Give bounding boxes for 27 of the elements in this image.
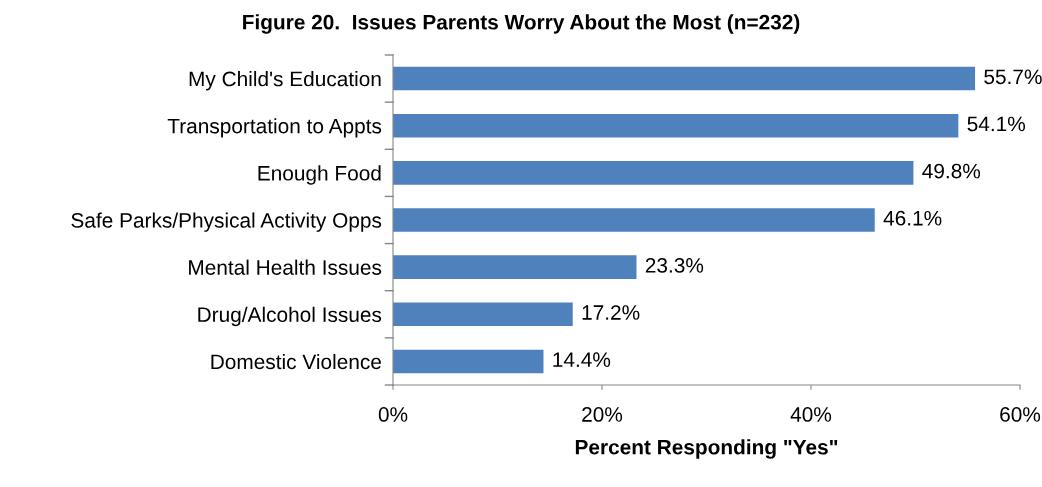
data-label: 14.4% [553,352,611,367]
y-tick-label: Transportation to Appts [167,118,382,138]
x-tick-label: 0% [378,407,408,422]
bar [393,302,573,327]
chart-title: Figure 20. Issues Parents Worry About the Most (n=232) [243,14,800,34]
y-tick-label: Enough Food [258,165,381,185]
data-label: 23.3% [645,257,704,273]
x-tick-label: 40% [790,407,832,422]
bar [393,66,976,91]
bar [393,161,914,185]
data-label: 46.1% [883,210,942,226]
bar [393,255,637,279]
data-label: 49.8% [922,163,981,179]
y-tick-label: Safe Parks/Physical Activity Opps [71,212,382,232]
y-tick-label: Drug/Alcohol Issues [198,306,382,327]
y-tick-label: Domestic Violence [211,353,381,370]
y-tick-label: My Child's Education [189,71,381,91]
data-label: 54.1% [967,116,1026,132]
bar [393,113,959,138]
x-axis-title: Percent Responding "Yes" [575,439,838,459]
data-label: 55.7% [984,69,1042,85]
bar [393,208,875,232]
bar [393,349,544,374]
x-tick-label: 20% [582,407,623,422]
data-label: 17.2% [582,305,640,320]
x-tick-label: 60% [1000,407,1041,422]
y-tick-label: Mental Health Issues [189,259,382,275]
